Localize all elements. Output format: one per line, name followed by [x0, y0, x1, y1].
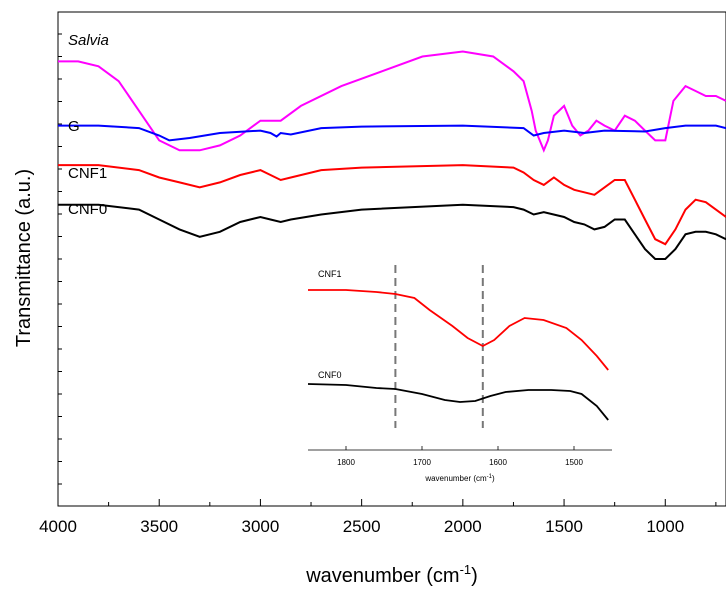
inset-x-tick-label: 1700	[413, 458, 431, 467]
x-tick-label: 1000	[646, 517, 684, 536]
inset-series-lines	[307, 289, 609, 421]
inset-x-tick-label: 1600	[489, 458, 507, 467]
inset-dashed-lines	[394, 265, 484, 428]
series-line-salvia	[58, 50, 726, 153]
series-label-g: G	[68, 118, 80, 135]
inset-x-tick-label: 1500	[565, 458, 583, 467]
plot-frame	[57, 11, 726, 507]
series-line-cnf1	[58, 164, 726, 246]
series-line-g	[58, 124, 726, 142]
inset-x-axis-title: wavenumber (cm-1)	[424, 474, 495, 483]
inset-series-line-cnf1	[308, 289, 609, 371]
inset-label-cnf0: CNF0	[318, 370, 342, 380]
series-label-salvia: Salvia	[68, 32, 109, 49]
series-labels: Salvia G CNF1 CNF0	[68, 32, 109, 218]
x-axis-title: wavenumber (cm-1)	[305, 562, 478, 587]
x-tick-label: 3500	[140, 517, 178, 536]
x-tick-label: 3000	[242, 517, 280, 536]
inset-series-line-cnf0	[307, 383, 609, 421]
series-lines	[58, 50, 726, 260]
inset-x-tick-label: 1800	[337, 458, 355, 467]
x-tick-label: 1500	[545, 517, 583, 536]
x-tick-label: 4000	[39, 517, 77, 536]
y-axis-title: Transmittance (a.u.)	[13, 169, 35, 347]
inset-chart: 1800 1700 1600 1500 CNF1 CNF0 wavenumber (c…	[307, 265, 612, 483]
x-ticks: 4000 3500 3000 2500 2000 1500 1000	[39, 499, 717, 536]
x-tick-label: 2000	[444, 517, 482, 536]
series-line-cnf0	[58, 203, 726, 260]
x-tick-label: 2500	[343, 517, 381, 536]
series-label-cnf1: CNF1	[68, 165, 107, 182]
series-label-cnf0: CNF0	[68, 201, 107, 218]
inset-x-ticks: 1800 1700 1600 1500	[337, 446, 583, 467]
y-tick-marks	[58, 33, 62, 485]
inset-label-cnf1: CNF1	[318, 269, 342, 279]
